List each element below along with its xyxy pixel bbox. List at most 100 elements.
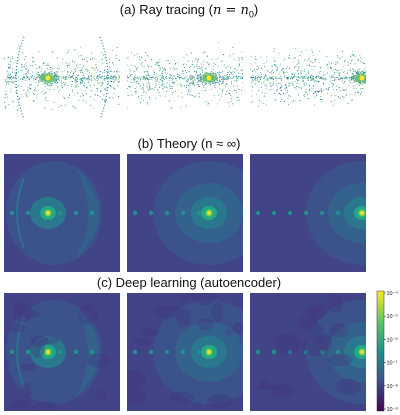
ray-point: [143, 91, 145, 93]
ray-point: [118, 95, 120, 98]
ray-point: [21, 77, 24, 79]
ray-point: [14, 86, 16, 88]
ray-point: [40, 80, 42, 82]
ray-point: [177, 74, 179, 76]
focal-spot: [89, 210, 95, 216]
ray-point: [242, 82, 243, 84]
ray-point: [32, 101, 34, 103]
ray-point: [345, 89, 347, 91]
ray-point: [56, 78, 58, 81]
focal-spot: [73, 210, 79, 216]
ray-point: [354, 63, 356, 65]
ray-point: [57, 71, 59, 73]
ray-point: [346, 77, 348, 79]
ray-point: [298, 83, 300, 85]
ray-point: [288, 57, 290, 59]
ray-point: [23, 66, 25, 68]
ray-point: [324, 78, 326, 80]
ray-point: [64, 97, 66, 99]
ray-point: [113, 77, 115, 79]
ray-point: [278, 93, 280, 95]
ray-point: [339, 97, 341, 99]
ray-point: [341, 68, 343, 70]
ray-point: [184, 70, 186, 72]
ray-point: [322, 71, 324, 73]
ray-point: [66, 76, 68, 78]
ray-point: [115, 71, 118, 73]
ray-point: [235, 90, 237, 92]
ray-point: [13, 77, 15, 79]
ray-point: [92, 67, 94, 69]
ray-point: [222, 88, 224, 90]
ray-point: [108, 61, 110, 63]
ray-point: [202, 89, 204, 91]
ray-point: [145, 52, 147, 54]
ray-point: [82, 58, 84, 60]
ray-point: [181, 85, 183, 87]
ray-point: [184, 76, 186, 78]
ray-point: [52, 72, 54, 75]
ray-point: [351, 51, 353, 53]
ray-point: [156, 80, 158, 82]
ray-point: [332, 84, 335, 86]
ray-point: [287, 97, 289, 99]
ray-point: [270, 85, 272, 87]
ray-point: [77, 92, 79, 94]
ray-point: [106, 78, 108, 80]
ray-point: [343, 89, 345, 91]
ray-point: [81, 79, 83, 81]
ray-point: [345, 75, 347, 77]
focal-spot: [271, 210, 277, 216]
focal-spot: [180, 349, 186, 355]
noise-blob: [4, 358, 9, 368]
ray-point: [88, 79, 90, 81]
ray-point: [74, 67, 77, 70]
ray-point: [186, 81, 188, 83]
ray-point: [308, 72, 310, 74]
ray-point: [217, 57, 220, 59]
ray-point: [319, 50, 321, 52]
ray-point: [94, 94, 97, 96]
ray-point: [221, 91, 223, 93]
ray-point: [331, 82, 333, 84]
noise-blob: [224, 328, 233, 337]
ray-point: [255, 79, 257, 81]
ray-point: [18, 71, 20, 73]
ray-point: [38, 77, 40, 79]
ray-point: [81, 67, 83, 69]
ray-point: [71, 84, 73, 86]
ray-point: [159, 58, 161, 60]
ray-point: [298, 73, 300, 75]
ray-point: [148, 65, 150, 67]
ray-point: [336, 69, 338, 71]
ray-point: [136, 91, 138, 93]
ray-point: [357, 59, 359, 61]
ray-point: [20, 86, 22, 88]
ray-point: [187, 60, 189, 62]
ray-point: [102, 62, 104, 64]
ray-point: [226, 77, 228, 79]
ray-point: [215, 84, 217, 86]
ray-point: [258, 67, 260, 69]
ray-point: [140, 79, 142, 81]
ray-point: [14, 80, 16, 82]
ray-point: [355, 92, 357, 94]
ray-point: [185, 76, 187, 78]
ray-point: [50, 83, 52, 85]
ray-point: [146, 77, 148, 79]
ray-point: [11, 68, 13, 70]
ray-point: [234, 71, 236, 73]
ray-point: [127, 77, 129, 79]
ray-point: [338, 87, 340, 89]
ray-point: [232, 103, 234, 105]
ray-point: [78, 99, 80, 101]
ray-point: [127, 80, 128, 82]
ray-point: [155, 81, 157, 83]
ray-point: [39, 66, 41, 68]
noise-blob: [327, 294, 343, 314]
ray-point: [4, 57, 5, 60]
ray-point: [275, 83, 277, 85]
ray-point: [150, 65, 153, 67]
ray-point: [4, 102, 5, 104]
ray-point: [317, 90, 319, 92]
